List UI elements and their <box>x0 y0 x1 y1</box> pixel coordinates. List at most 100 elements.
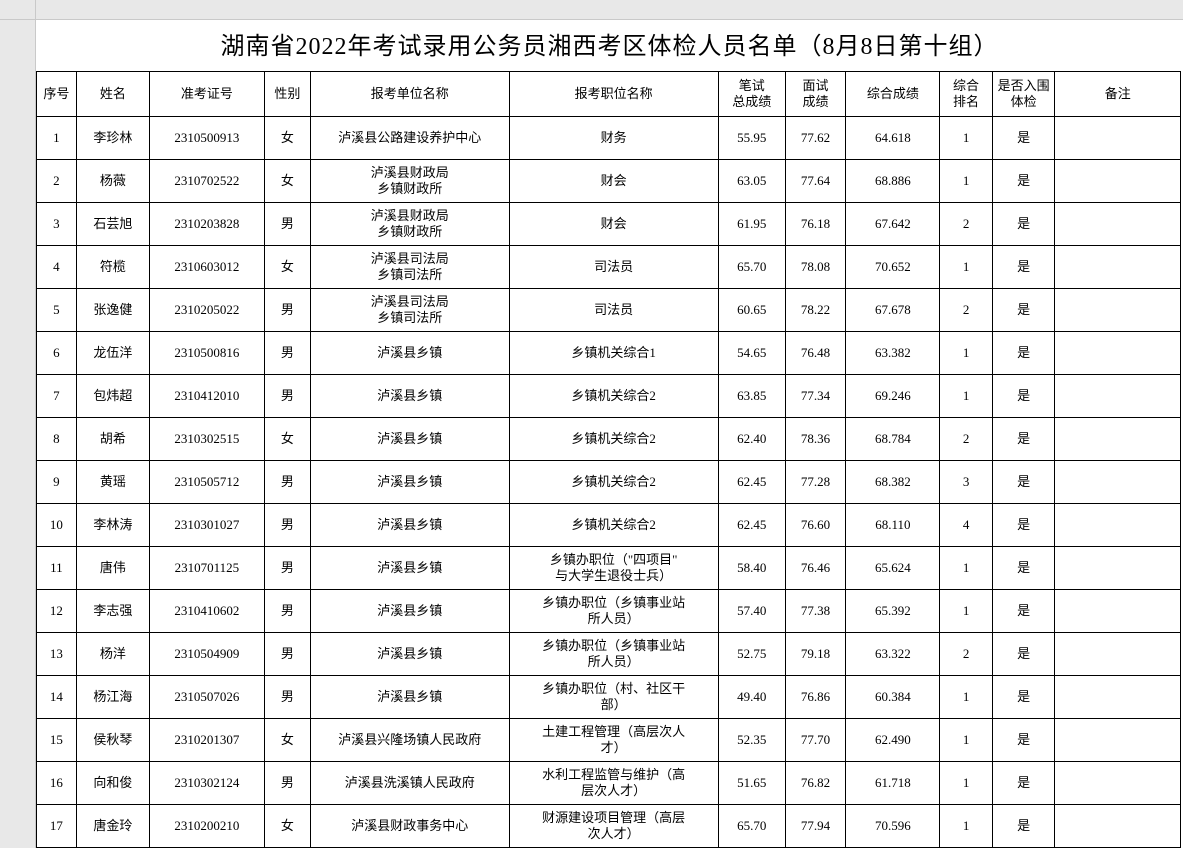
table-cell: 是 <box>992 805 1055 848</box>
table-cell: 54.65 <box>718 332 785 375</box>
table-cell: 64.618 <box>846 117 940 160</box>
table-cell: 泸溪县乡镇 <box>310 676 509 719</box>
table-row: 4符榄2310603012女泸溪县司法局 乡镇司法所司法员65.7078.087… <box>37 246 1181 289</box>
table-cell: 泸溪县乡镇 <box>310 504 509 547</box>
table-cell: 男 <box>264 676 310 719</box>
table-cell: 78.36 <box>785 418 846 461</box>
table-cell: 67.642 <box>846 203 940 246</box>
table-cell: 17 <box>37 805 77 848</box>
table-cell: 62.490 <box>846 719 940 762</box>
table-cell: 是 <box>992 676 1055 719</box>
table-cell: 77.34 <box>785 375 846 418</box>
table-cell: 68.382 <box>846 461 940 504</box>
table-cell: 是 <box>992 461 1055 504</box>
table-cell: 2310302124 <box>149 762 264 805</box>
table-cell: 是 <box>992 375 1055 418</box>
table-cell: 2 <box>940 418 992 461</box>
table-header-cell: 准考证号 <box>149 72 264 117</box>
table-cell: 1 <box>940 547 992 590</box>
table-cell: 是 <box>992 332 1055 375</box>
table-cell: 2310603012 <box>149 246 264 289</box>
table-cell: 68.886 <box>846 160 940 203</box>
table-header-cell: 笔试 总成绩 <box>718 72 785 117</box>
table-cell: 2 <box>37 160 77 203</box>
table-cell <box>1055 719 1181 762</box>
table-cell: 10 <box>37 504 77 547</box>
table-cell: 是 <box>992 117 1055 160</box>
table-cell: 62.40 <box>718 418 785 461</box>
table-cell: 76.18 <box>785 203 846 246</box>
table-cell <box>1055 676 1181 719</box>
table-row: 2杨薇2310702522女泸溪县财政局 乡镇财政所财会63.0577.6468… <box>37 160 1181 203</box>
table-cell: 3 <box>940 461 992 504</box>
table-row: 9黄瑶2310505712男泸溪县乡镇乡镇机关综合262.4577.2868.3… <box>37 461 1181 504</box>
table-cell: 泸溪县公路建设养护中心 <box>310 117 509 160</box>
table-cell: 胡希 <box>76 418 149 461</box>
table-cell: 79.18 <box>785 633 846 676</box>
table-cell: 泸溪县乡镇 <box>310 590 509 633</box>
table-cell: 76.48 <box>785 332 846 375</box>
table-cell: 唐伟 <box>76 547 149 590</box>
table-cell: 男 <box>264 547 310 590</box>
table-header-cell: 是否入围 体检 <box>992 72 1055 117</box>
table-cell: 财务 <box>509 117 718 160</box>
table-cell: 男 <box>264 375 310 418</box>
table-cell: 2310203828 <box>149 203 264 246</box>
table-cell <box>1055 805 1181 848</box>
table-cell: 67.678 <box>846 289 940 332</box>
table-row: 14杨江海2310507026男泸溪县乡镇乡镇办职位（村、社区干 部）49.40… <box>37 676 1181 719</box>
table-cell: 76.82 <box>785 762 846 805</box>
table-row: 13杨洋2310504909男泸溪县乡镇乡镇办职位（乡镇事业站 所人员）52.7… <box>37 633 1181 676</box>
table-cell: 1 <box>940 805 992 848</box>
table-cell: 是 <box>992 418 1055 461</box>
table-cell: 57.40 <box>718 590 785 633</box>
table-cell: 泸溪县洗溪镇人民政府 <box>310 762 509 805</box>
table-cell: 78.22 <box>785 289 846 332</box>
table-cell: 2310301027 <box>149 504 264 547</box>
table-cell: 77.70 <box>785 719 846 762</box>
table-cell: 7 <box>37 375 77 418</box>
table-cell: 77.64 <box>785 160 846 203</box>
table-cell: 泸溪县乡镇 <box>310 375 509 418</box>
table-row: 6龙伍洋2310500816男泸溪县乡镇乡镇机关综合154.6576.4863.… <box>37 332 1181 375</box>
table-cell: 是 <box>992 719 1055 762</box>
table-cell: 1 <box>940 246 992 289</box>
table-cell: 泸溪县乡镇 <box>310 461 509 504</box>
table-header-cell: 备注 <box>1055 72 1181 117</box>
table-cell: 62.45 <box>718 504 785 547</box>
table-header-row: 序号姓名准考证号性别报考单位名称报考职位名称笔试 总成绩面试 成绩综合成绩综合 … <box>37 72 1181 117</box>
table-cell: 乡镇机关综合2 <box>509 418 718 461</box>
table-cell: 2 <box>940 203 992 246</box>
table-cell <box>1055 375 1181 418</box>
table-row: 15侯秋琴2310201307女泸溪县兴隆场镇人民政府土建工程管理（高层次人 才… <box>37 719 1181 762</box>
table-cell: 是 <box>992 289 1055 332</box>
table-cell: 泸溪县财政事务中心 <box>310 805 509 848</box>
table-cell: 泸溪县兴隆场镇人民政府 <box>310 719 509 762</box>
table-cell: 9 <box>37 461 77 504</box>
table-cell: 65.624 <box>846 547 940 590</box>
table-cell: 男 <box>264 332 310 375</box>
table-row: 11唐伟2310701125男泸溪县乡镇乡镇办职位（"四项目" 与大学生退役士兵… <box>37 547 1181 590</box>
table-cell: 女 <box>264 246 310 289</box>
table-cell: 杨薇 <box>76 160 149 203</box>
table-cell: 泸溪县财政局 乡镇财政所 <box>310 160 509 203</box>
table-cell: 女 <box>264 160 310 203</box>
table-cell: 女 <box>264 117 310 160</box>
table-cell: 70.596 <box>846 805 940 848</box>
table-cell: 乡镇机关综合1 <box>509 332 718 375</box>
table-cell <box>1055 160 1181 203</box>
table-header-cell: 序号 <box>37 72 77 117</box>
table-cell: 70.652 <box>846 246 940 289</box>
table-cell: 2310500816 <box>149 332 264 375</box>
table-header-cell: 综合成绩 <box>846 72 940 117</box>
table-cell: 唐金玲 <box>76 805 149 848</box>
table-cell: 泸溪县财政局 乡镇财政所 <box>310 203 509 246</box>
table-cell: 3 <box>37 203 77 246</box>
table-cell: 2310412010 <box>149 375 264 418</box>
table-cell <box>1055 762 1181 805</box>
table-cell: 女 <box>264 418 310 461</box>
table-cell: 男 <box>264 590 310 633</box>
table-cell: 女 <box>264 719 310 762</box>
table-cell: 2310500913 <box>149 117 264 160</box>
table-cell: 杨洋 <box>76 633 149 676</box>
